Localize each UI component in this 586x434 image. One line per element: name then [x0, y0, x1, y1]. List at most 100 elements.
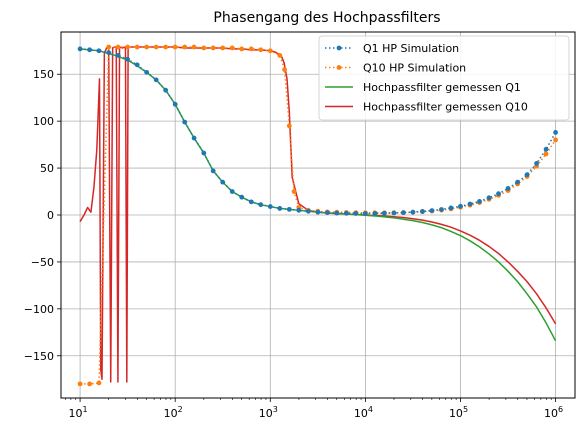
data-point	[362, 211, 368, 216]
data-point	[248, 46, 254, 52]
x-tick-exponent: 3	[273, 405, 278, 414]
x-tick-base: 10	[544, 407, 558, 420]
data-point	[553, 130, 558, 135]
data-point	[172, 101, 178, 107]
data-point	[420, 209, 425, 214]
series-0	[77, 46, 558, 216]
legend-item: Hochpassfilter gemessen Q10	[325, 101, 528, 114]
data-point	[153, 44, 159, 50]
data-point	[286, 206, 292, 212]
data-point	[296, 207, 302, 213]
data-point	[477, 198, 482, 204]
data-point	[458, 203, 463, 209]
data-point	[115, 44, 121, 50]
legend-label: Hochpassfilter gemessen Q1	[363, 81, 521, 94]
x-tick-label: 103	[259, 405, 278, 420]
legend-marker	[336, 45, 342, 51]
data-point	[210, 45, 216, 51]
data-point	[324, 210, 330, 216]
data-point	[125, 56, 131, 62]
legend-label: Q1 HP Simulation	[363, 42, 459, 55]
data-point	[343, 210, 349, 216]
data-point	[410, 209, 416, 215]
legend-box	[318, 35, 570, 121]
data-point	[220, 179, 226, 185]
data-point	[315, 209, 321, 215]
data-point	[106, 44, 112, 50]
y-tick-label: 150	[33, 68, 54, 81]
y-tick-label: 0	[47, 209, 54, 222]
data-point	[282, 67, 287, 72]
data-point	[229, 45, 235, 51]
data-point	[543, 146, 549, 152]
x-tick-base: 10	[69, 407, 83, 420]
data-point	[267, 48, 273, 54]
legend-item: Hochpassfilter gemessen Q1	[325, 81, 521, 94]
data-point	[77, 46, 83, 52]
x-axis-ticks: 101 102 103 104 105 106	[65, 398, 563, 420]
data-point	[496, 191, 501, 197]
data-point	[106, 50, 112, 56]
x-tick-exponent: 4	[368, 405, 373, 414]
data-point	[305, 208, 311, 214]
y-tick-label: 50	[40, 162, 54, 175]
data-point	[144, 44, 150, 50]
x-tick-label: 104	[354, 405, 373, 420]
data-point	[191, 44, 197, 50]
data-point	[543, 151, 549, 157]
data-point	[229, 189, 235, 194]
data-point	[553, 137, 558, 143]
legend-item: Q10 HP Simulation	[325, 62, 466, 75]
legend-marker	[336, 65, 342, 70]
data-point	[191, 135, 197, 141]
y-tick-label: −100	[24, 303, 54, 316]
data-point	[87, 47, 93, 53]
x-tick-base: 10	[354, 407, 368, 420]
data-point	[334, 210, 340, 216]
data-point	[353, 211, 359, 216]
data-point	[277, 53, 283, 58]
data-point	[144, 69, 150, 75]
data-point	[201, 45, 207, 51]
x-tick-exponent: 6	[558, 405, 563, 414]
legend-label: Q10 HP Simulation	[363, 62, 466, 75]
data-point	[439, 207, 444, 212]
data-point	[87, 381, 93, 387]
data-point	[163, 87, 169, 93]
legend-item: Q1 HP Simulation	[325, 42, 459, 55]
data-point	[163, 44, 169, 50]
data-point	[182, 119, 188, 125]
x-tick-label: 106	[544, 405, 563, 420]
data-point	[286, 123, 292, 129]
x-tick-base: 10	[449, 407, 463, 420]
data-point	[248, 199, 254, 205]
data-point	[524, 172, 530, 178]
x-tick-exponent: 1	[83, 405, 88, 414]
data-point	[220, 45, 226, 51]
data-point	[505, 186, 511, 191]
x-tick-exponent: 2	[178, 405, 183, 414]
y-tick-label: −150	[24, 350, 54, 363]
data-point	[467, 201, 473, 207]
data-point	[201, 150, 207, 156]
x-tick-label: 105	[449, 405, 468, 420]
x-tick-base: 10	[259, 407, 273, 420]
data-point	[291, 189, 297, 194]
data-point	[77, 381, 83, 387]
data-point	[382, 210, 387, 216]
data-point	[486, 195, 492, 201]
x-tick-label: 102	[164, 405, 183, 420]
x-tick-base: 10	[164, 407, 178, 420]
data-point	[210, 168, 216, 174]
y-axis-ticks: 150 100 50 0 −50 −100 −150	[24, 68, 61, 363]
data-point	[172, 44, 178, 50]
data-point	[401, 210, 406, 216]
data-point	[391, 210, 397, 216]
data-point	[125, 44, 131, 50]
data-point	[448, 205, 454, 211]
data-point	[258, 47, 264, 53]
chart-title: Phasengang des Hochpassfilters	[213, 10, 440, 26]
x-tick-exponent: 5	[463, 405, 468, 414]
legend: Q1 HP Simulation Q10 HP Simulation Hochpas…	[318, 35, 570, 121]
